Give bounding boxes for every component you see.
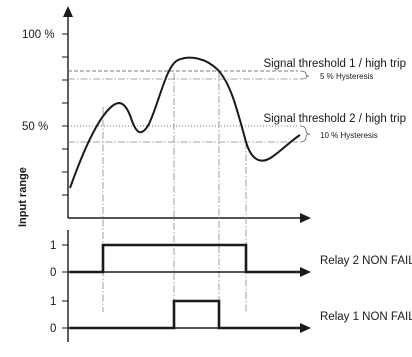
y-axis-arrow bbox=[63, 6, 73, 17]
relay1-label-1: 1 bbox=[50, 296, 56, 308]
hysteresis-2-label: 10 % Hysteresis bbox=[320, 131, 378, 140]
threshold-lines: Signal threshold 1 / high trip 5 % Hyste… bbox=[68, 58, 406, 143]
relay1-signal bbox=[70, 299, 300, 330]
input-signal-curve bbox=[69, 56, 301, 189]
relay1-x-arrow bbox=[300, 323, 311, 333]
relay1-name: Relay 1 NON FAILSAFE bbox=[320, 311, 412, 323]
relay2-signal bbox=[70, 243, 300, 274]
hysteresis-1-label: 5 % Hysteresis bbox=[320, 72, 373, 81]
y-label-100: 100 % bbox=[22, 29, 55, 41]
relay2-plot: 1 0 Relay 2 NON FAILSAFE bbox=[50, 230, 412, 286]
relay1-plot: 1 0 Relay 1 NON FAILSAFE bbox=[50, 286, 412, 342]
y-ticks bbox=[62, 33, 68, 196]
threshold-2-label: Signal threshold 2 / high trip bbox=[263, 113, 406, 125]
y-label-50: 50 % bbox=[22, 121, 48, 133]
threshold-1-label: Signal threshold 1 / high trip bbox=[263, 58, 406, 70]
relay1-label-0: 0 bbox=[50, 323, 56, 335]
relay2-name: Relay 2 NON FAILSAFE bbox=[320, 255, 412, 267]
x-axis-arrow bbox=[300, 213, 311, 223]
y-axis-title: Input range bbox=[17, 167, 29, 227]
signal-plot-axes: 100 % 50 % Input range bbox=[17, 6, 311, 227]
relay2-label-1: 1 bbox=[50, 240, 56, 252]
relay2-label-0: 0 bbox=[50, 267, 56, 279]
hysteresis-2-brace bbox=[299, 125, 311, 143]
hysteresis-1-brace bbox=[299, 70, 310, 80]
relay2-x-arrow bbox=[300, 267, 311, 277]
